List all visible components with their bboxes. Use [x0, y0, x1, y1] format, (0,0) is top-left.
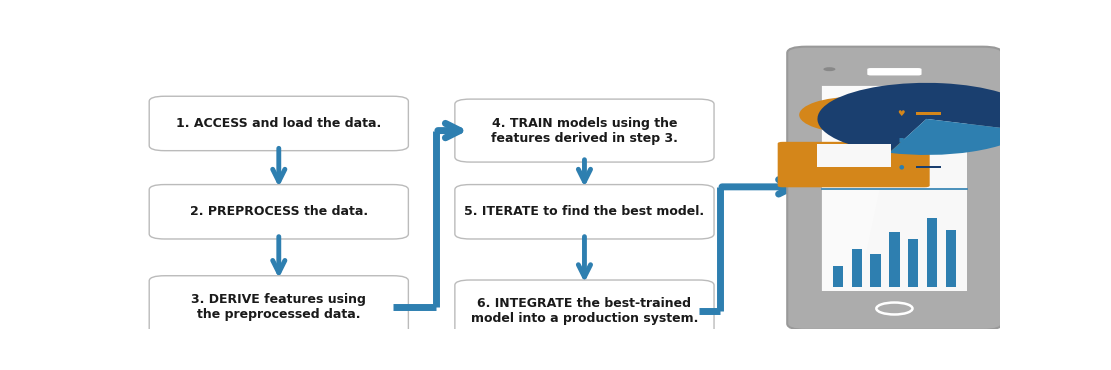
Wedge shape: [818, 83, 1035, 153]
Polygon shape: [822, 86, 902, 291]
FancyBboxPatch shape: [454, 280, 714, 343]
FancyBboxPatch shape: [149, 276, 409, 339]
Text: 3. DERIVE features using
the preprocessed data.: 3. DERIVE features using the preprocesse…: [191, 293, 367, 321]
Circle shape: [877, 303, 912, 314]
FancyBboxPatch shape: [788, 47, 1002, 330]
Circle shape: [799, 97, 908, 133]
Circle shape: [823, 67, 835, 71]
Text: 1. ACCESS and load the data.: 1. ACCESS and load the data.: [177, 117, 381, 130]
FancyBboxPatch shape: [149, 185, 409, 239]
Bar: [927, 218, 938, 287]
Bar: [908, 239, 919, 287]
Bar: [817, 144, 891, 166]
Text: ♥: ♥: [898, 110, 904, 118]
Text: 4. TRAIN models using the
features derived in step 3.: 4. TRAIN models using the features deriv…: [491, 117, 678, 145]
Text: ■: ■: [899, 137, 903, 142]
Bar: [917, 138, 941, 141]
Wedge shape: [889, 119, 1029, 155]
Text: 5. ITERATE to find the best model.: 5. ITERATE to find the best model.: [464, 205, 704, 218]
Bar: [945, 230, 957, 287]
Text: 6. INTEGRATE the best-trained
model into a production system.: 6. INTEGRATE the best-trained model into…: [471, 297, 698, 326]
Bar: [822, 86, 968, 291]
Bar: [889, 232, 900, 287]
Bar: [833, 266, 843, 287]
FancyBboxPatch shape: [454, 185, 714, 239]
Bar: [917, 112, 941, 115]
FancyBboxPatch shape: [149, 96, 409, 151]
Text: 2. PREPROCESS the data.: 2. PREPROCESS the data.: [190, 205, 368, 218]
Bar: [870, 254, 881, 287]
Text: ●: ●: [898, 165, 903, 169]
FancyBboxPatch shape: [778, 142, 930, 187]
Bar: [852, 249, 862, 287]
FancyBboxPatch shape: [868, 68, 921, 75]
FancyBboxPatch shape: [454, 99, 714, 162]
Bar: [917, 165, 941, 168]
